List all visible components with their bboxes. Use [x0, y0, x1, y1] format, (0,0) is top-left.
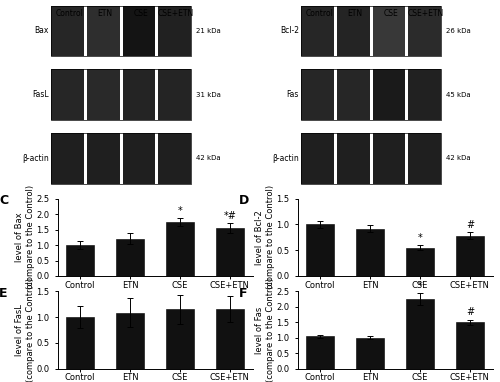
Text: #: # [466, 220, 474, 230]
Bar [52, 133, 191, 183]
Bar [66, 317, 94, 369]
Text: CSE+ETN: CSE+ETN [408, 10, 445, 18]
Text: CSE: CSE [133, 10, 148, 18]
Bar [408, 6, 441, 56]
Text: 45 kDa: 45 kDa [446, 92, 471, 98]
Text: Fas: Fas [286, 90, 299, 99]
Text: Bcl-2: Bcl-2 [280, 26, 299, 36]
Bar [456, 322, 483, 369]
Bar [356, 338, 384, 369]
Text: F: F [239, 286, 248, 299]
Y-axis label: level of Bcl-2
(compare to the Control): level of Bcl-2 (compare to the Control) [256, 185, 274, 290]
Bar [87, 6, 120, 56]
Y-axis label: level of FasL
(compare to the Control): level of FasL (compare to the Control) [16, 278, 34, 382]
Bar [216, 228, 244, 276]
Bar [87, 133, 120, 183]
Text: FasL: FasL [32, 90, 49, 99]
Y-axis label: level of Bax
(compare to the Control): level of Bax (compare to the Control) [16, 185, 34, 290]
Text: Bax: Bax [34, 26, 49, 36]
Text: C: C [0, 194, 8, 207]
Bar [306, 336, 334, 369]
Text: *: * [418, 281, 422, 291]
Bar [158, 6, 191, 56]
Bar [306, 225, 334, 276]
Bar [216, 309, 244, 369]
Text: 42 kDa: 42 kDa [196, 155, 221, 161]
Text: CSE+ETN: CSE+ETN [158, 10, 194, 18]
Bar [406, 248, 433, 276]
Bar [302, 6, 441, 56]
Bar [406, 299, 433, 369]
Bar [302, 69, 441, 120]
Bar [408, 69, 441, 120]
Bar [408, 133, 441, 183]
Bar [116, 313, 144, 369]
Text: ETN: ETN [348, 10, 362, 18]
Bar [52, 69, 84, 120]
Text: Control: Control [56, 10, 83, 18]
Bar [372, 133, 406, 183]
Bar [158, 133, 191, 183]
Bar [116, 239, 144, 276]
Bar [122, 69, 156, 120]
Text: 26 kDa: 26 kDa [446, 28, 471, 34]
Text: #: # [466, 308, 474, 317]
Text: β-actin: β-actin [22, 154, 49, 163]
Bar [337, 69, 370, 120]
Bar [456, 236, 483, 276]
Bar [166, 222, 194, 276]
Text: 31 kDa: 31 kDa [196, 92, 221, 98]
Bar [52, 133, 84, 183]
Text: *#: *# [224, 211, 236, 221]
Text: 42 kDa: 42 kDa [446, 155, 471, 161]
Text: 21 kDa: 21 kDa [196, 28, 221, 34]
Text: CSE: CSE [383, 10, 398, 18]
Bar [158, 69, 191, 120]
Bar [302, 69, 334, 120]
Bar [356, 228, 384, 276]
Bar [66, 245, 94, 276]
Bar [337, 6, 370, 56]
Bar [337, 133, 370, 183]
Bar [122, 133, 156, 183]
Bar [166, 309, 194, 369]
Text: Control: Control [306, 10, 333, 18]
Bar [302, 6, 334, 56]
Bar [87, 69, 120, 120]
Bar [302, 133, 441, 183]
Bar [372, 6, 406, 56]
Bar [52, 69, 191, 120]
Text: *: * [418, 233, 422, 243]
Bar [372, 69, 406, 120]
Text: D: D [239, 194, 249, 207]
Bar [302, 133, 334, 183]
Text: β-actin: β-actin [272, 154, 299, 163]
Bar [122, 6, 156, 56]
Bar [52, 6, 191, 56]
Text: E: E [0, 286, 8, 299]
Bar [52, 6, 84, 56]
Text: ETN: ETN [98, 10, 112, 18]
Y-axis label: level of Fas
(compare to the Control): level of Fas (compare to the Control) [256, 278, 274, 382]
Text: *: * [178, 206, 182, 216]
